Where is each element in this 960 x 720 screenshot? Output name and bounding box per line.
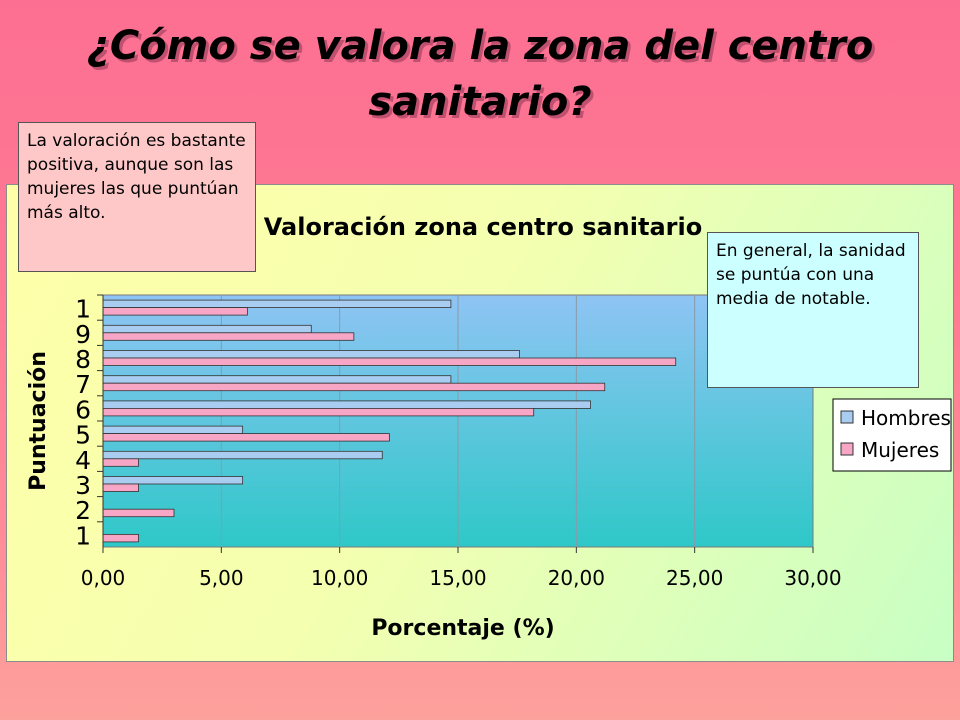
x-tick-label: 25,00	[666, 566, 723, 590]
legend-label-hombres: Hombres	[861, 406, 951, 430]
bar-hombres	[102, 425, 244, 435]
y-tick-label: 6	[75, 395, 91, 424]
bar-hombres	[102, 350, 520, 359]
bar-hombres	[102, 299, 452, 308]
slide-title: ¿Cómo se valora la zona del centro sanit…	[86, 23, 874, 125]
x-tick-label: 10,00	[311, 566, 368, 590]
bar-hombres	[102, 375, 452, 384]
bar-hombres	[102, 324, 312, 334]
bar-mujeres	[102, 483, 139, 492]
bar-mujeres	[102, 382, 606, 392]
x-tick-label: 5,00	[199, 566, 244, 590]
y-tick-label: 7	[75, 370, 91, 399]
legend-swatch-mujeres	[840, 442, 854, 456]
bar-chart: 0,00 5,00 10,00 15,00 20,00 25,00 30,001234567…	[26, 213, 952, 641]
y-tick-label: 2	[75, 496, 91, 525]
bar-hombres	[102, 400, 591, 409]
chart-title: Valoración zona centro sanitario	[264, 213, 702, 241]
y-tick-label: 9	[75, 320, 91, 349]
x-axis-label: Porcentaje (%)	[371, 616, 554, 641]
callout-left: La valoración es bastante positiva, aunq…	[18, 122, 256, 272]
y-axis-label: Puntuación	[26, 351, 51, 491]
y-tick-label: 4	[75, 446, 91, 475]
y-tick-label: 8	[75, 345, 91, 374]
bar-mujeres	[102, 307, 248, 316]
bar-mujeres	[102, 458, 139, 467]
bar-mujeres	[102, 357, 677, 366]
x-tick-label: 0,00	[81, 566, 126, 590]
legend-label-mujeres: Mujeres	[861, 438, 939, 462]
x-tick-label: 20,00	[548, 566, 605, 590]
bar-mujeres	[102, 433, 390, 442]
legend-swatch-hombres	[840, 410, 854, 424]
y-tick-label: 1	[75, 295, 91, 324]
y-tick-label: 5	[75, 421, 91, 450]
bar-mujeres	[102, 508, 175, 518]
x-tick-label: 30,00	[784, 566, 841, 590]
y-tick-label: 3	[75, 471, 91, 500]
bar-hombres	[102, 476, 244, 485]
bar-mujeres	[102, 332, 355, 341]
bar-mujeres	[102, 533, 139, 543]
callout-right: En general, la sanidad se puntúa con una…	[707, 232, 919, 388]
bar-hombres	[102, 450, 383, 460]
x-tick-label: 15,00	[429, 566, 486, 590]
y-tick-label: 1	[75, 521, 91, 550]
bar-mujeres	[102, 407, 535, 417]
